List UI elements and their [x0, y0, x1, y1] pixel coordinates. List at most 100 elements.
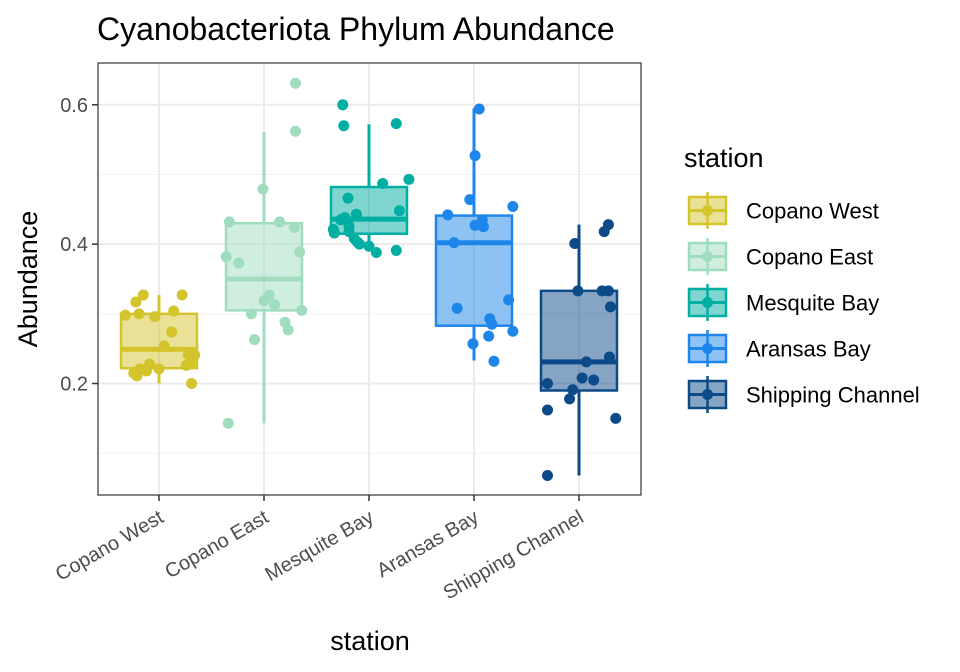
data-point: [258, 295, 270, 307]
data-point: [176, 289, 188, 301]
data-point: [269, 299, 280, 311]
data-point: [338, 120, 350, 132]
data-point: [351, 236, 363, 248]
boxplot-layer: [119, 108, 619, 476]
data-point: [602, 285, 614, 297]
data-point: [119, 309, 131, 321]
data-point: [337, 99, 349, 111]
legend-label: Copano East: [746, 245, 873, 270]
data-point: [477, 221, 489, 233]
x-tick-label: Copano West: [52, 506, 168, 586]
data-point: [133, 308, 145, 320]
x-axis-title: station: [330, 626, 410, 656]
y-axis-title: Abundance: [13, 211, 43, 348]
jitter-points-layer: [119, 77, 622, 481]
data-point: [542, 378, 553, 390]
data-point: [567, 384, 579, 396]
data-point: [131, 370, 143, 382]
data-point: [274, 216, 286, 228]
chart-title: Cyanobacteriota Phylum Abundance: [97, 11, 615, 47]
data-point: [327, 224, 339, 236]
data-point: [153, 363, 165, 375]
data-point: [290, 125, 301, 137]
data-point: [605, 301, 616, 313]
data-point: [233, 257, 245, 269]
data-point: [469, 219, 481, 231]
legend-key-point: [702, 343, 713, 354]
legend-items: Copano West Copano East Mesquite Bay Aransa…: [687, 192, 920, 413]
data-point: [222, 417, 234, 429]
legend-label: Aransas Bay: [746, 337, 871, 362]
data-point: [350, 208, 362, 220]
y-tick-label: 0.2: [60, 374, 88, 396]
data-point: [507, 325, 519, 337]
box-shipping-channel: [539, 224, 619, 476]
data-point: [294, 246, 306, 258]
legend-key-point: [702, 205, 713, 216]
data-point: [603, 351, 615, 363]
legend-key-point: [702, 297, 713, 308]
data-point: [257, 183, 269, 195]
data-point: [464, 194, 476, 206]
data-point: [130, 296, 142, 308]
data-point: [442, 209, 454, 221]
data-point: [610, 412, 622, 424]
legend-title: station: [684, 143, 764, 173]
y-axis: 0.2 0.4 0.6: [60, 95, 98, 396]
data-point: [390, 118, 402, 130]
data-point: [507, 201, 519, 213]
data-point: [342, 192, 354, 204]
y-tick-label: 0.4: [60, 234, 88, 256]
legend-label: Copano West: [746, 199, 879, 224]
legend-label: Shipping Channel: [746, 383, 920, 408]
legend-key-point: [702, 251, 713, 262]
data-point: [168, 305, 180, 317]
legend-label: Mesquite Bay: [746, 291, 879, 316]
data-point: [451, 302, 463, 314]
data-point: [483, 330, 495, 342]
legend-key-point: [702, 389, 713, 400]
data-point: [140, 365, 152, 377]
data-point: [403, 173, 415, 185]
box-aransas-bay: [434, 108, 514, 361]
x-tick-label: Mesquite Bay: [262, 506, 378, 586]
plot-panel: [97, 62, 642, 496]
data-point: [576, 372, 588, 384]
legend-item: Copano East: [687, 238, 873, 275]
data-point: [564, 393, 576, 405]
box-body: [434, 214, 514, 327]
data-point: [158, 340, 170, 352]
data-point: [377, 178, 389, 190]
data-point: [542, 404, 553, 416]
data-point: [186, 378, 198, 390]
legend-item: Aransas Bay: [687, 330, 871, 367]
data-point: [469, 150, 481, 162]
legend-item: Mesquite Bay: [687, 284, 879, 321]
data-point: [569, 237, 581, 249]
data-point: [223, 216, 235, 228]
data-point: [467, 338, 479, 350]
data-point: [542, 469, 553, 481]
data-point: [488, 355, 500, 367]
data-point: [486, 318, 498, 330]
data-point: [580, 356, 592, 368]
data-point: [185, 358, 196, 370]
data-point: [572, 285, 584, 297]
data-point: [290, 77, 301, 89]
legend: station Copano West Copano East Mesquite B…: [684, 143, 920, 413]
data-point: [598, 226, 610, 238]
data-point: [166, 326, 178, 338]
data-point: [296, 304, 308, 316]
x-tick-label: Copano East: [161, 506, 273, 583]
data-point: [588, 374, 600, 386]
data-point: [288, 221, 300, 233]
data-point: [390, 244, 402, 256]
legend-item: Shipping Channel: [687, 376, 920, 413]
data-point: [363, 240, 375, 252]
data-point: [370, 247, 382, 259]
data-point: [339, 212, 351, 224]
data-point: [137, 289, 149, 301]
data-point: [503, 294, 515, 306]
data-point: [448, 237, 460, 249]
